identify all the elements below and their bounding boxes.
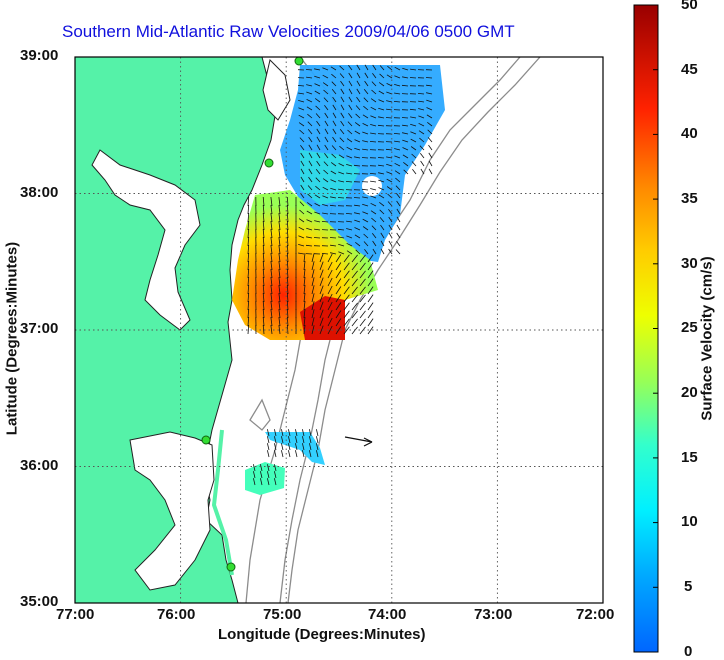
y-tick-label: 39:00 <box>20 47 58 64</box>
velocity-arrow <box>426 78 432 79</box>
colorbar-tick-label: 20 <box>681 384 698 401</box>
colorbar-tick-label: 40 <box>681 125 698 142</box>
colorbar-label: Surface Velocity (cm/s) <box>699 209 716 469</box>
y-tick-label: 35:00 <box>20 593 58 610</box>
velocity-arrow <box>362 158 368 159</box>
velocity-arrow <box>338 198 344 199</box>
y-tick-label: 36:00 <box>20 457 58 474</box>
colorbar-tick-label: 5 <box>684 578 692 595</box>
velocity-arrow <box>330 238 336 239</box>
colorbar-tick-label: 45 <box>681 61 698 78</box>
y-axis-label: Latitude (Degrees:Minutes) <box>4 209 21 469</box>
velocity-arrow <box>378 158 384 159</box>
colorbar-tick-label: 0 <box>684 643 692 660</box>
colorbar-tick-label: 10 <box>681 513 698 530</box>
colorbar-tick-label: 50 <box>681 0 698 13</box>
x-tick-label: 72:00 <box>576 606 614 623</box>
station-marker-2 <box>265 159 273 167</box>
y-tick-label: 37:00 <box>20 320 58 337</box>
x-tick-label: 77:00 <box>56 606 94 623</box>
x-tick-label: 76:00 <box>157 606 195 623</box>
colorbar-tick-label: 30 <box>681 255 698 272</box>
colorbar-tick-label: 15 <box>681 449 698 466</box>
y-tick-label: 38:00 <box>20 184 58 201</box>
velocity-arrow <box>306 70 312 71</box>
x-tick-label: 74:00 <box>368 606 406 623</box>
station-marker-1 <box>295 57 303 65</box>
x-axis-label: Longitude (Degrees:Minutes) <box>218 626 426 643</box>
velocity-arrow <box>314 238 320 239</box>
x-tick-label: 75:00 <box>263 606 301 623</box>
velocity-arrow <box>386 118 392 119</box>
x-tick-label: 73:00 <box>474 606 512 623</box>
colorbar-tick-label: 35 <box>681 190 698 207</box>
station-marker-3 <box>202 436 210 444</box>
velocity-arrow <box>354 198 360 199</box>
colorbar-tick-label: 25 <box>681 319 698 336</box>
velocity-arrow <box>402 118 408 119</box>
velocity-arrow <box>410 78 416 79</box>
velocity-gap <box>362 176 382 196</box>
station-marker-4 <box>227 563 235 571</box>
